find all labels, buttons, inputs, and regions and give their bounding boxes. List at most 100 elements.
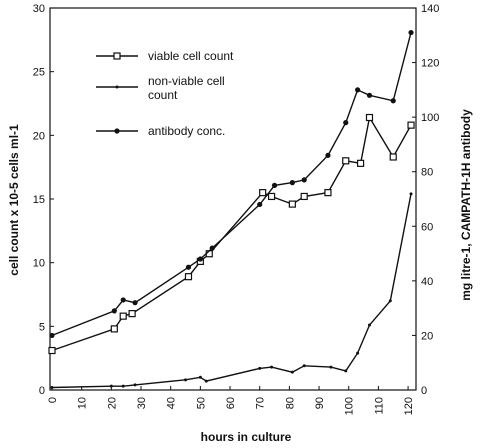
right-y-axis-title: mg litre-1, CAMPATH-1H antibody bbox=[459, 109, 473, 301]
right-y-tick-label: 120 bbox=[421, 58, 439, 70]
data-point bbox=[356, 351, 360, 355]
series-line bbox=[51, 115, 412, 352]
legend-marker bbox=[114, 128, 120, 134]
left-y-tick-label: 0 bbox=[39, 385, 45, 397]
data-point bbox=[259, 189, 267, 197]
x-tick-label: 30 bbox=[136, 397, 148, 409]
left-y-tick-label: 15 bbox=[33, 194, 45, 206]
left-y-axis-title: cell count x 10-5 cells ml-1 bbox=[7, 124, 21, 276]
x-tick-label: 100 bbox=[344, 397, 356, 415]
data-point bbox=[407, 121, 415, 129]
data-point bbox=[257, 201, 263, 208]
right-y-tick-label: 40 bbox=[421, 276, 433, 288]
series-layer bbox=[48, 29, 415, 389]
data-point bbox=[48, 346, 56, 355]
legend-marker bbox=[115, 85, 119, 89]
data-point bbox=[302, 364, 306, 368]
right-y-tick-label: 20 bbox=[421, 330, 433, 342]
legend-item: viable cell count bbox=[96, 49, 234, 63]
data-point bbox=[289, 180, 295, 186]
legend-label: viable cell count bbox=[148, 49, 234, 63]
data-point bbox=[367, 323, 371, 327]
legend: viable cell count non-viable cell count ant… bbox=[96, 49, 234, 138]
left-y-tick-label: 20 bbox=[33, 130, 45, 142]
right-y-axis: 0 20 40 60 80 100 120 140 bbox=[412, 3, 439, 397]
data-point bbox=[270, 365, 274, 369]
x-tick-label: 20 bbox=[106, 397, 118, 409]
x-tick-label: 70 bbox=[255, 397, 267, 409]
data-point bbox=[209, 245, 215, 251]
right-y-tick-label: 60 bbox=[421, 221, 433, 233]
x-tick-label: 110 bbox=[373, 397, 385, 415]
data-point bbox=[290, 370, 294, 374]
legend-marker bbox=[113, 52, 121, 60]
data-point bbox=[184, 273, 193, 281]
right-y-tick-label: 80 bbox=[421, 167, 433, 179]
data-point bbox=[258, 366, 262, 370]
data-point bbox=[197, 256, 203, 262]
x-tick-label: 60 bbox=[225, 397, 237, 409]
data-point bbox=[267, 192, 276, 201]
data-point bbox=[49, 332, 55, 339]
data-point bbox=[408, 29, 414, 36]
data-point bbox=[300, 192, 308, 201]
left-y-tick-label: 5 bbox=[39, 321, 45, 333]
data-point bbox=[119, 312, 127, 320]
series-viable-cell-count bbox=[48, 113, 415, 355]
x-tick-label: 90 bbox=[314, 397, 326, 409]
data-point bbox=[110, 325, 118, 333]
left-y-tick-label: 10 bbox=[33, 258, 45, 270]
data-point bbox=[344, 369, 348, 373]
data-point bbox=[324, 189, 332, 197]
data-point bbox=[121, 384, 125, 388]
x-axis: 0 10 20 30 40 50 60 70 80 90 100 110 120 bbox=[47, 386, 415, 415]
x-tick-label: 40 bbox=[166, 397, 178, 409]
x-axis-title: hours in culture bbox=[201, 430, 292, 444]
data-point bbox=[325, 152, 331, 158]
series-non-viable-cell-count bbox=[50, 192, 413, 389]
data-point bbox=[198, 375, 202, 379]
right-y-tick-label: 0 bbox=[421, 385, 427, 397]
data-point bbox=[133, 383, 137, 387]
data-point bbox=[390, 98, 396, 104]
data-point bbox=[111, 308, 117, 314]
x-tick-label: 120 bbox=[403, 397, 415, 415]
right-y-tick-label: 140 bbox=[421, 3, 439, 15]
data-point bbox=[389, 153, 397, 161]
left-y-tick-label: 30 bbox=[33, 3, 45, 15]
data-point bbox=[128, 310, 136, 318]
data-point bbox=[185, 264, 192, 270]
legend-label: antibody conc. bbox=[148, 124, 225, 138]
data-point bbox=[184, 378, 188, 382]
legend-item: non-viable cell count bbox=[96, 74, 225, 102]
data-point bbox=[301, 177, 307, 183]
data-point bbox=[409, 192, 413, 196]
data-point bbox=[120, 297, 126, 303]
left-y-axis: 0 5 10 15 20 25 30 bbox=[33, 3, 54, 397]
data-point bbox=[343, 120, 349, 126]
left-y-tick-label: 25 bbox=[33, 67, 45, 79]
data-point bbox=[365, 113, 374, 122]
data-point bbox=[355, 87, 361, 93]
legend-label: non-viable cell count bbox=[148, 74, 225, 102]
x-tick-label: 0 bbox=[47, 397, 59, 403]
x-tick-label: 80 bbox=[284, 397, 296, 409]
data-point bbox=[271, 182, 278, 188]
data-point bbox=[204, 379, 208, 383]
data-point bbox=[329, 365, 333, 369]
data-point bbox=[342, 157, 350, 165]
series-line bbox=[51, 32, 412, 337]
data-point bbox=[288, 200, 296, 208]
data-point bbox=[366, 92, 373, 98]
data-point bbox=[109, 384, 113, 388]
series-antibody-conc- bbox=[49, 29, 414, 339]
data-point bbox=[132, 300, 138, 306]
data-point bbox=[50, 385, 54, 389]
right-y-tick-label: 100 bbox=[421, 112, 439, 124]
series-line bbox=[51, 193, 412, 389]
x-tick-label: 50 bbox=[195, 397, 207, 409]
data-point bbox=[356, 159, 365, 167]
legend-item: antibody conc. bbox=[96, 124, 225, 138]
data-point bbox=[388, 299, 392, 303]
